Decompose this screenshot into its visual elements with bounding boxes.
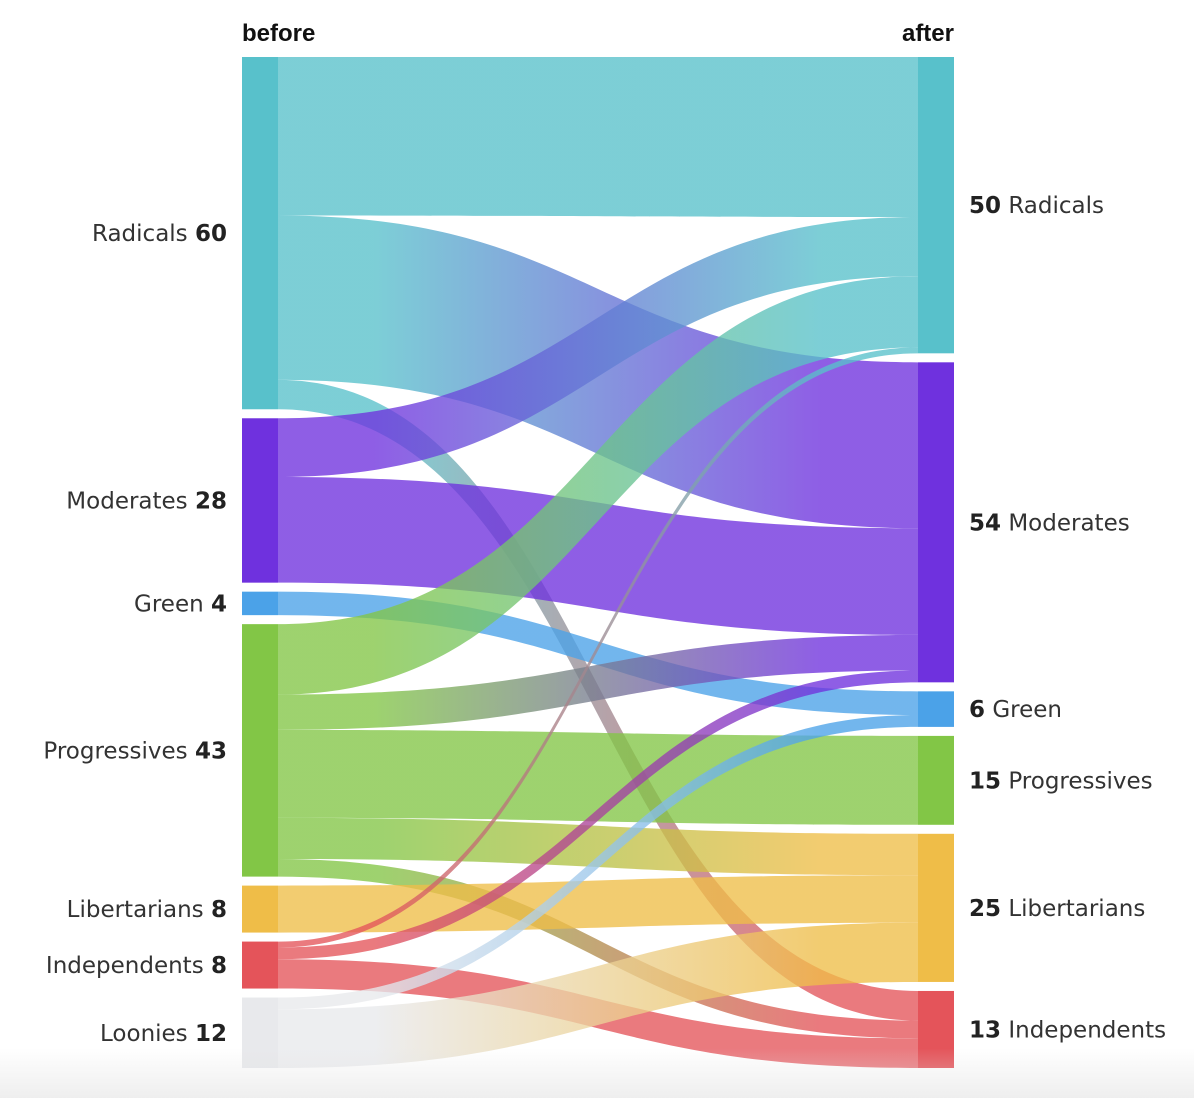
before-label-radicals: Radicals 60 — [92, 221, 227, 247]
nodes-layer — [242, 57, 954, 1068]
before-node-radicals — [242, 57, 278, 410]
flow-progressives-to-moderates — [278, 634, 918, 730]
before-node-green — [242, 591, 278, 616]
after-label-green: 6 Green — [969, 697, 1062, 723]
after-label-independents: 13 Independents — [969, 1017, 1166, 1043]
before-label-name: Green — [134, 591, 204, 617]
labels-layer: Radicals 60 Moderates 28 Green 4 Progressiv… — [43, 193, 1166, 1047]
before-node-independents — [242, 941, 278, 989]
after-label-libertarians: 25 Libertarians — [969, 896, 1145, 922]
before-label-value: 12 — [195, 1021, 227, 1047]
before-node-moderates — [242, 418, 278, 583]
right-column-header: after — [902, 20, 954, 47]
flow-progressives-to-radicals — [278, 276, 918, 695]
after-node-libertarians — [918, 833, 954, 982]
before-label-libertarians: Libertarians 8 — [67, 897, 227, 923]
before-label-value: 4 — [211, 591, 227, 617]
left-column-header: before — [242, 20, 315, 47]
after-label-value: 54 — [969, 510, 1001, 536]
after-node-radicals — [918, 57, 954, 354]
before-label-progressives: Progressives 43 — [43, 738, 227, 764]
before-node-loonies — [242, 997, 278, 1068]
flow-loonies-to-libertarians — [278, 922, 918, 1068]
after-label-name: Libertarians — [1008, 896, 1145, 922]
after-label-name: Independents — [1008, 1017, 1166, 1043]
flow-independents-to-moderates — [278, 670, 918, 960]
flow-radicals-to-radicals — [278, 57, 918, 218]
flow-moderates-to-moderates — [278, 476, 918, 635]
before-label-name: Independents — [46, 953, 204, 979]
flows-layer — [278, 57, 918, 1068]
flow-radicals-to-independents — [278, 379, 918, 1021]
after-label-name: Moderates — [1008, 510, 1129, 536]
before-node-libertarians — [242, 885, 278, 933]
before-label-name: Loonies — [100, 1021, 188, 1047]
after-label-moderates: 54 Moderates — [969, 510, 1130, 536]
after-node-independents — [918, 990, 954, 1068]
before-label-value: 8 — [211, 897, 227, 923]
after-label-name: Green — [992, 697, 1062, 723]
before-label-name: Progressives — [43, 738, 187, 764]
before-label-independents: Independents 8 — [46, 953, 227, 979]
before-label-green: Green 4 — [134, 591, 227, 617]
after-node-green — [918, 691, 954, 727]
flow-loonies-to-green — [278, 715, 918, 1010]
before-label-name: Radicals — [92, 221, 188, 247]
flow-moderates-to-radicals — [278, 217, 918, 477]
before-label-name: Libertarians — [67, 897, 204, 923]
after-label-value: 6 — [969, 697, 985, 723]
after-label-value: 50 — [969, 193, 1001, 219]
after-label-radicals: 50 Radicals — [969, 193, 1104, 219]
flow-progressives-to-independents — [278, 858, 918, 1039]
before-label-loonies: Loonies 12 — [100, 1021, 227, 1047]
before-label-value: 8 — [211, 953, 227, 979]
before-label-name: Moderates — [66, 488, 187, 514]
flow-progressives-to-libertarians — [278, 817, 918, 876]
after-label-value: 13 — [969, 1017, 1001, 1043]
after-node-progressives — [918, 735, 954, 825]
after-label-progressives: 15 Progressives — [969, 768, 1153, 794]
after-node-moderates — [918, 362, 954, 683]
before-label-moderates: Moderates 28 — [66, 488, 227, 514]
flow-independents-to-radicals — [278, 347, 918, 948]
after-label-value: 15 — [969, 768, 1001, 794]
before-node-progressives — [242, 624, 278, 877]
before-label-value: 28 — [195, 488, 227, 514]
before-label-value: 60 — [195, 221, 227, 247]
after-label-value: 25 — [969, 896, 1001, 922]
after-label-name: Radicals — [1008, 193, 1104, 219]
before-label-value: 43 — [195, 738, 227, 764]
after-label-name: Progressives — [1008, 768, 1152, 794]
